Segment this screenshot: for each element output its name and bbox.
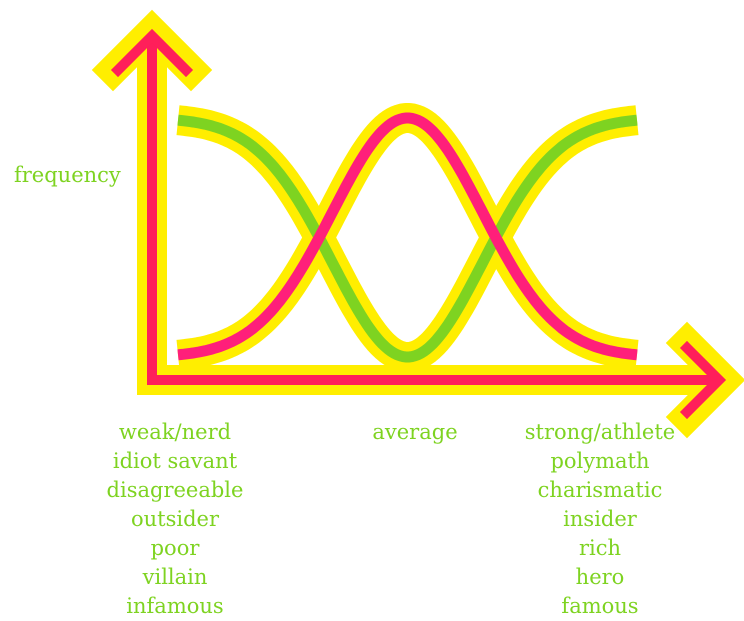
right-category-label: charismatic — [537, 478, 663, 502]
right-category-label: rich — [578, 536, 622, 560]
left-category-label: poor — [150, 536, 200, 560]
inverted-bell-curve — [177, 114, 638, 363]
left-category-label: disagreeable — [106, 478, 244, 502]
y-axis-label: frequency — [14, 163, 121, 187]
right-category-label: strong/athlete — [524, 420, 676, 444]
left-category-label: outsider — [130, 507, 219, 531]
axes — [110, 28, 727, 420]
right-category-list: strong/athlete polymath charismatic insider… — [510, 418, 690, 621]
middle-category-label: average — [372, 420, 458, 444]
right-category-label: hero — [575, 565, 625, 589]
middle-category-list: average — [355, 418, 475, 447]
right-category-label: polymath — [550, 449, 650, 473]
right-category-label: famous — [561, 594, 639, 618]
left-category-label: weak/nerd — [118, 420, 232, 444]
left-category-label: infamous — [126, 594, 224, 618]
left-category-label: villain — [142, 565, 208, 589]
x-arrowhead-right — [679, 340, 727, 420]
bell-curve — [177, 112, 638, 361]
left-category-list: weak/nerd idiot savant disagreeable outside… — [100, 418, 250, 621]
y-arrowhead — [110, 28, 194, 78]
right-category-label: insider — [563, 507, 637, 531]
left-category-label: idiot savant — [112, 449, 238, 473]
